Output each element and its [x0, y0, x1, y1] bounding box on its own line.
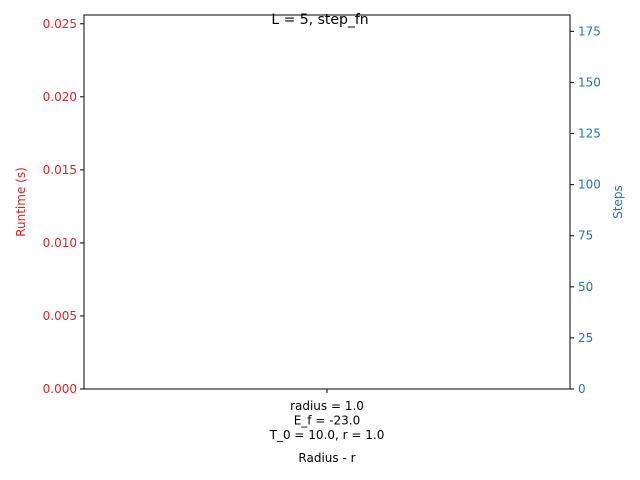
chart-title: L = 5, step_fn	[271, 12, 368, 28]
left-tick-label: 0.025	[43, 17, 77, 31]
left-tick-label: 0.010	[43, 236, 77, 250]
left-tick-label: 0.015	[43, 163, 77, 177]
x-axis-ticks: radius = 1.0 E_f = -23.0 T_0 = 10.0, r = 1…	[269, 389, 385, 442]
x-axis-label: Radius - r	[298, 451, 355, 465]
right-tick-label: 0	[578, 382, 586, 396]
right-tick-label: 150	[578, 75, 601, 89]
right-tick-label: 75	[578, 229, 593, 243]
right-axis-ticks: 0 25 50 75 100 125 150 175	[570, 24, 601, 396]
left-axis-ticks: 0.000 0.005 0.010 0.015 0.020 0.025	[43, 17, 84, 396]
right-tick-label: 175	[578, 24, 601, 38]
plot-frame	[83, 14, 571, 390]
right-tick-label: 125	[578, 127, 601, 141]
left-tick-label: 0.000	[43, 382, 77, 396]
left-axis-label: Runtime (s)	[14, 167, 28, 237]
right-tick-label: 25	[578, 331, 593, 345]
left-tick-label: 0.005	[43, 309, 77, 323]
right-tick-label: 100	[578, 178, 601, 192]
left-tick-label: 0.020	[43, 90, 77, 104]
right-axis-label: Steps	[611, 185, 625, 219]
x-tick-label: radius = 1.0 E_f = -23.0 T_0 = 10.0, r = 1…	[269, 399, 385, 442]
right-tick-label: 50	[578, 280, 593, 294]
